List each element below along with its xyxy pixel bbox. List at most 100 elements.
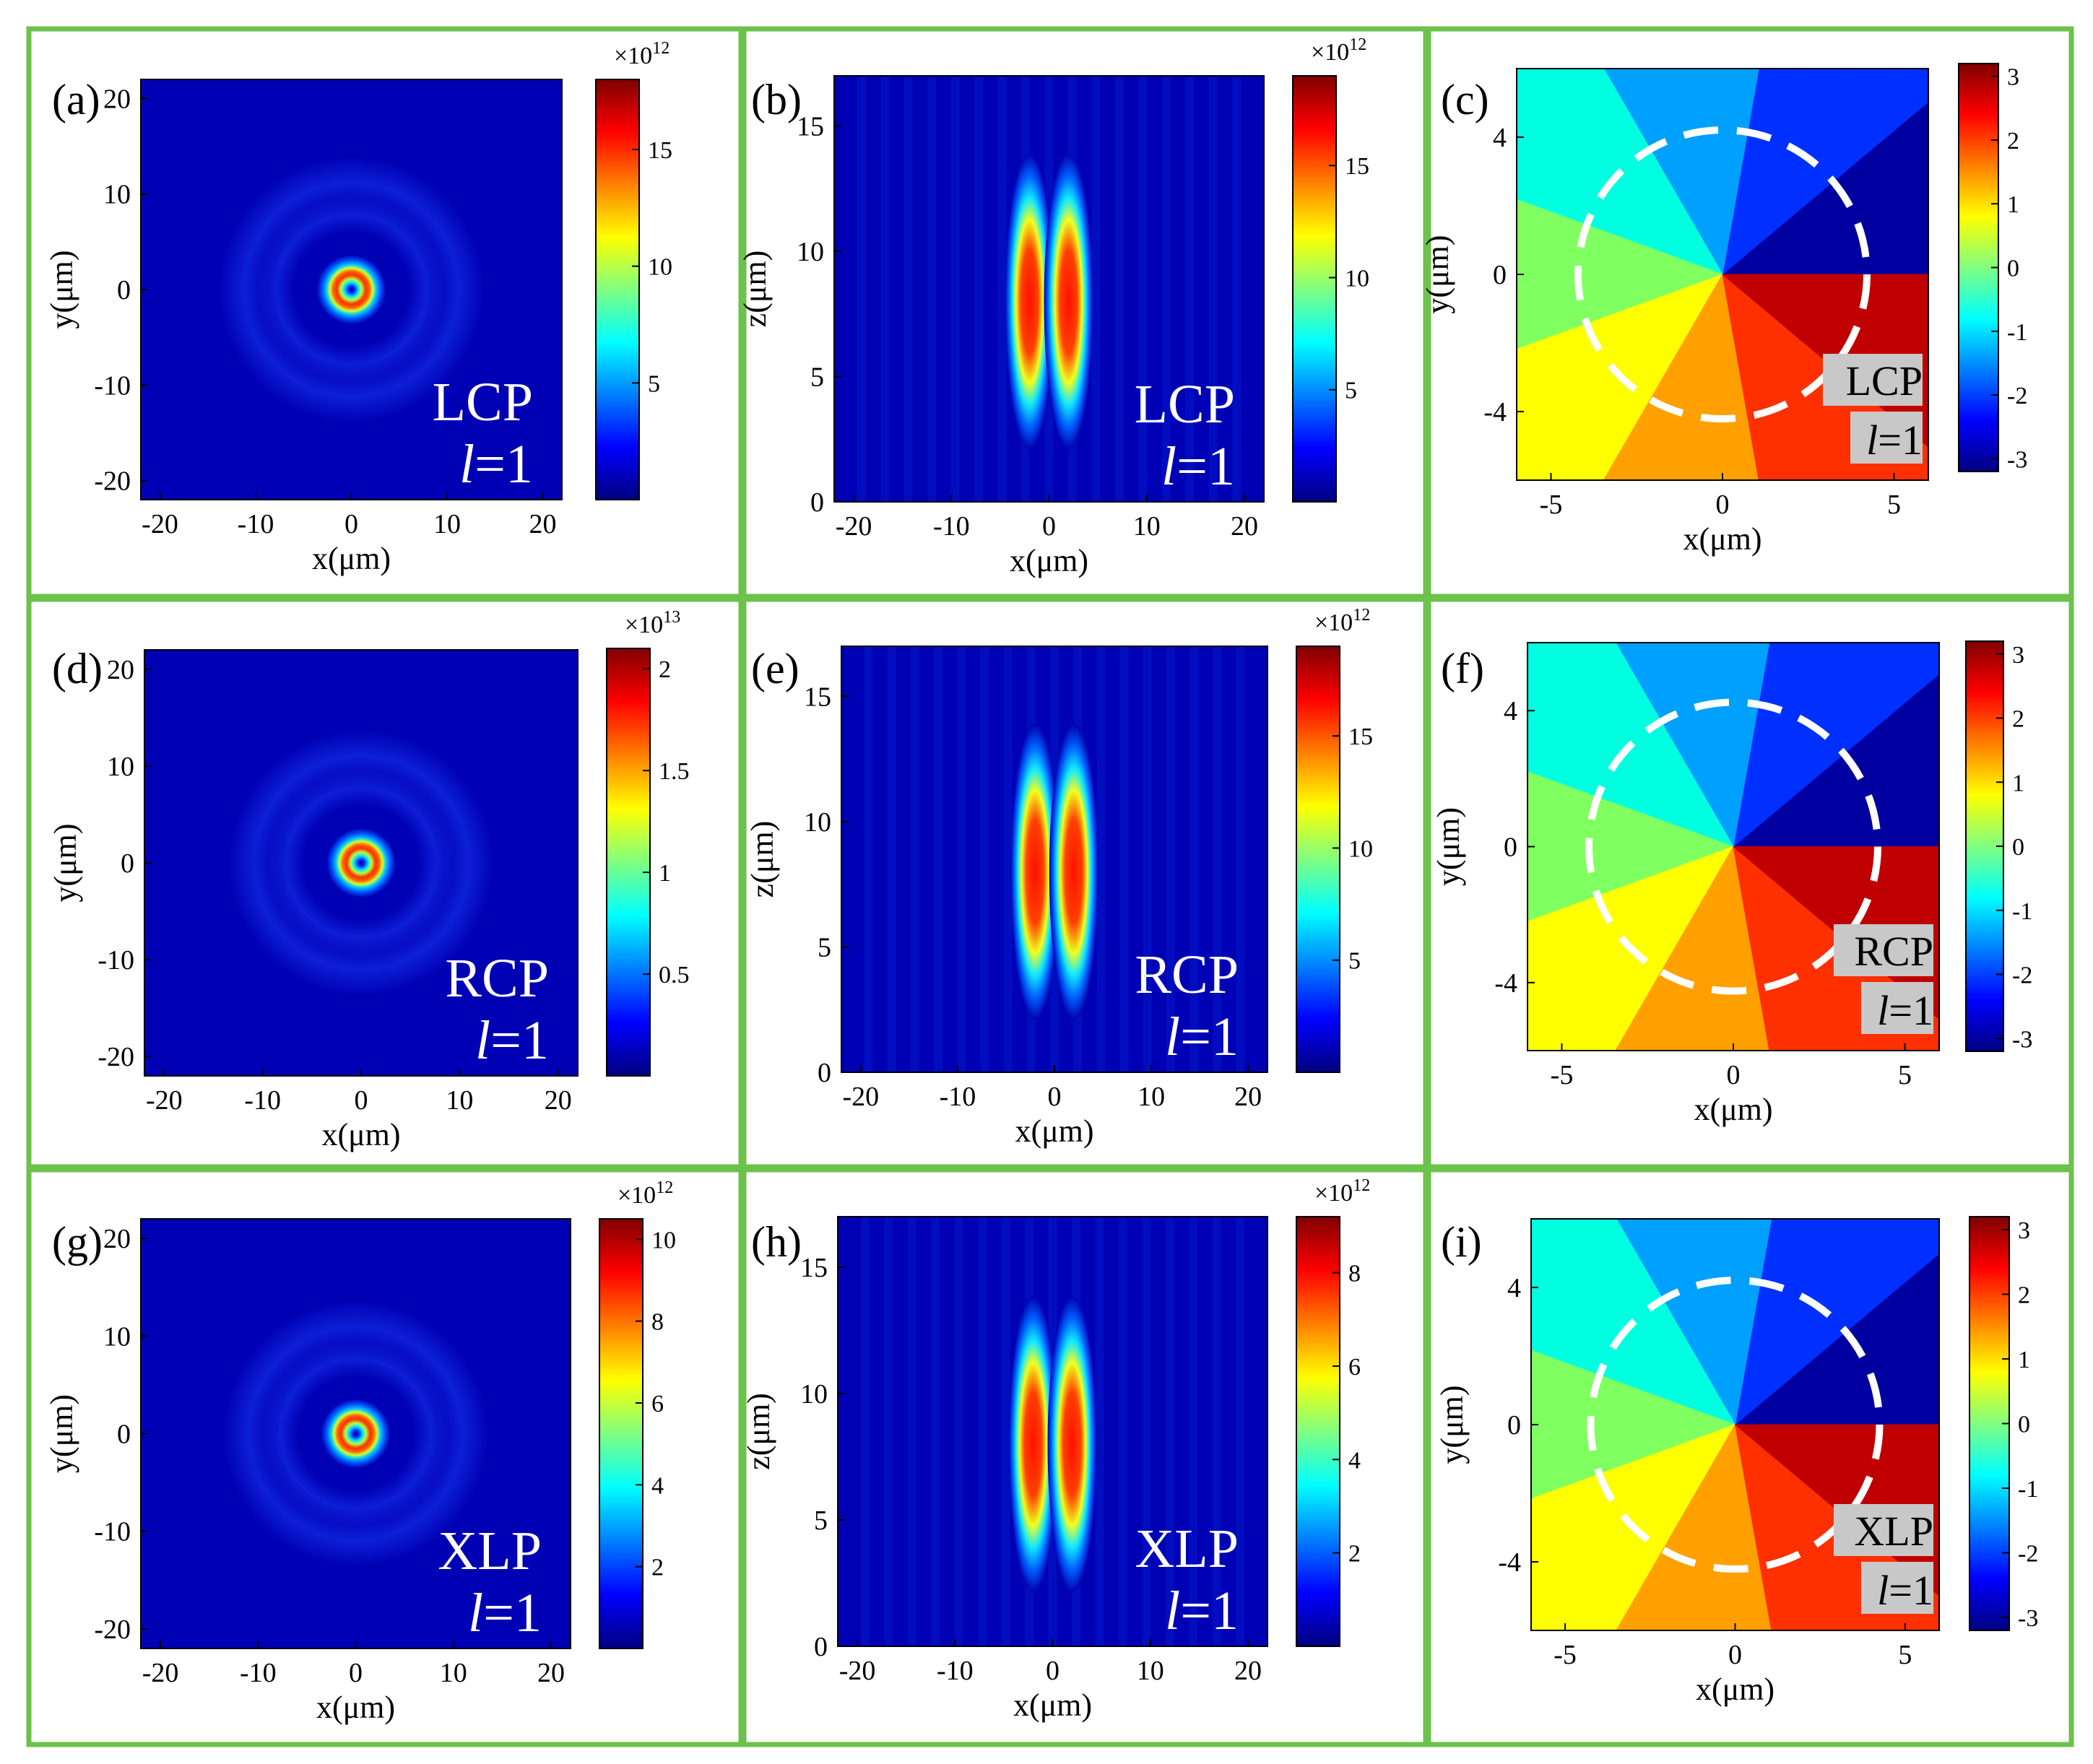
x-axis-label: x(μm) (1694, 1092, 1772, 1127)
x-tick-label: 20 (1234, 1656, 1262, 1686)
phase-wedge (1531, 1350, 1736, 1425)
y-tick-label: 0 (1504, 833, 1517, 863)
fringe-stripe (1165, 1217, 1174, 1646)
y-axis-label: z(μm) (741, 1393, 776, 1470)
annotation-box (1834, 924, 1933, 976)
vortex-ring (321, 1399, 391, 1469)
fringe-stripe (1003, 646, 1013, 1072)
phase-wedge (1615, 846, 1734, 1051)
phase-wedge (1733, 846, 1939, 884)
y-tick-label: 15 (804, 682, 831, 712)
colorbar-tick-label: 1 (659, 860, 671, 887)
phase-wedge (1660, 1219, 1736, 1425)
colorbar-tick-label: -3 (2012, 1026, 2032, 1053)
panel-a: -20 -10 0 10 20 -20 -10 0 10 20 x(μm) y(μm) (a) 5 10 15… (44, 39, 672, 576)
colorbar-tick-label: -1 (2018, 1476, 2038, 1503)
heatmap-area (141, 1219, 571, 1648)
phase-wedge (1528, 846, 1734, 922)
colorbar-tick-label: 10 (651, 1227, 676, 1254)
annotation-box (1834, 1504, 1933, 1556)
l-value: =1 (483, 1583, 542, 1643)
panel-label: (a) (52, 76, 100, 123)
y-tick-label: 10 (804, 807, 831, 838)
y-tick-label: 15 (800, 1253, 828, 1283)
colorbar-tick-label: 0.5 (659, 962, 690, 989)
fringe-stripe (860, 1217, 870, 1646)
fringe-stripe (1236, 646, 1245, 1072)
phase-wedge (1603, 274, 1723, 480)
y-tick-label: 10 (103, 1321, 131, 1352)
y-tick-label: -10 (94, 1517, 131, 1547)
fringe-stripe (974, 76, 984, 502)
colorbar-tick-label: 2 (1348, 1541, 1361, 1568)
intensity-lobe (1047, 1296, 1097, 1592)
phase-wedge (1733, 771, 1939, 847)
colorbar-tick-label: -1 (2012, 898, 2032, 925)
y-tick-label: -4 (1483, 397, 1507, 427)
colorbar-tick-label: 2 (659, 656, 671, 683)
panel-label: (e) (751, 645, 800, 692)
x-tick-label: 10 (446, 1085, 473, 1116)
x-axis-label: x(μm) (1015, 1113, 1093, 1149)
fringe-stripe (980, 646, 989, 1072)
y-tick-label: 4 (1507, 1273, 1521, 1303)
phase-wedge (1658, 846, 1734, 1051)
y-axis-label: y(μm) (44, 250, 79, 329)
x-tick-label: -10 (940, 1082, 976, 1112)
colorbar-tick-label: 5 (648, 370, 660, 397)
x-tick-label: 10 (1133, 511, 1161, 542)
colorbar-tick-label: 6 (651, 1391, 664, 1417)
colorbar-tick-label: 3 (2007, 64, 2019, 91)
colorbar-tick-label: -2 (2007, 383, 2027, 409)
y-axis-label: y(μm) (1431, 807, 1466, 886)
intensity-lobe (1005, 153, 1054, 450)
phase-wedge (1528, 809, 1734, 847)
y-tick-label: 0 (121, 848, 134, 879)
fringe-stripe (1001, 1217, 1010, 1646)
colorbar-exponent: ×1012 (1314, 1176, 1370, 1207)
panel-frame (1426, 596, 2074, 1170)
x-tick-label: -10 (244, 1085, 281, 1116)
phase-wedge (1517, 199, 1723, 275)
x-tick-label: 10 (440, 1658, 467, 1688)
polarization-label: RCP (1854, 928, 1933, 975)
polarization-label: XLP (438, 1521, 542, 1581)
polarization-label: RCP (445, 948, 549, 1009)
fringe-stripe (950, 76, 960, 502)
phase-wedge (1735, 1219, 1811, 1425)
x-axis-label: x(μm) (1696, 1672, 1774, 1707)
phase-wedge (1698, 1424, 1736, 1630)
y-tick-label: -20 (94, 466, 131, 497)
y-tick-label: 0 (810, 487, 824, 518)
topological-charge-label: l=1 (1161, 436, 1235, 497)
panel-c: -5 0 5 -4 0 4 x(μm) y(μm) (c) -3 -2 -1 0 1 2 3 LCP l=1 (1420, 63, 2027, 557)
phase-wedge (1722, 274, 1798, 480)
x-tick-label: -20 (142, 509, 178, 539)
phase-wedge (1735, 1424, 1811, 1630)
polarization-label: LCP (433, 372, 533, 433)
topological-charge-label: l=1 (468, 1583, 542, 1643)
phase-wedge (1735, 1219, 1939, 1425)
panel-label: (c) (1441, 76, 1489, 123)
colorbar-exponent-power: 13 (663, 608, 680, 627)
dashed-circle (1574, 126, 1871, 422)
fringe-stripe (1138, 76, 1148, 502)
fringe-stripe (1114, 76, 1124, 502)
l-variable: l (1161, 436, 1176, 497)
panel-frame (26, 596, 744, 1170)
annotation-box (1861, 982, 1933, 1034)
x-tick-label: 5 (1887, 490, 1901, 520)
colorbar (606, 648, 651, 1077)
panel-frame (26, 26, 744, 599)
y-tick-label: 10 (797, 237, 824, 267)
x-tick-label: -20 (146, 1085, 183, 1116)
phase-wedge (1561, 1424, 1736, 1630)
fringe-stripe (1189, 1217, 1198, 1646)
phase-wedge (1531, 1424, 1736, 1500)
phase-wedge (1722, 69, 1928, 275)
x-axis-label: x(μm) (1683, 521, 1762, 557)
y-axis-label: z(μm) (745, 821, 780, 898)
fringe-stripe (910, 646, 919, 1072)
panel-frame (1426, 26, 2074, 599)
fringe-stripe (1161, 76, 1171, 502)
